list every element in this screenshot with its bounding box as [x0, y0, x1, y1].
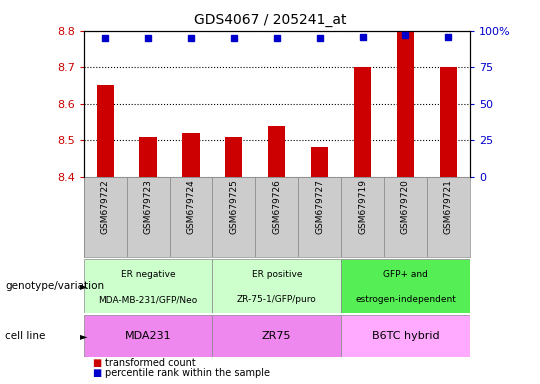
Text: ZR-75-1/GFP/puro: ZR-75-1/GFP/puro — [237, 295, 316, 304]
Bar — [397, 31, 414, 177]
Bar — [225, 137, 242, 177]
Text: GFP+ and: GFP+ and — [383, 270, 428, 279]
Bar — [427, 177, 470, 257]
Text: ZR75: ZR75 — [262, 331, 292, 341]
Text: ■: ■ — [92, 358, 101, 368]
Text: GSM679725: GSM679725 — [230, 179, 238, 234]
Text: GSM679720: GSM679720 — [401, 179, 410, 234]
Bar — [341, 315, 470, 357]
Text: ►: ► — [80, 281, 87, 291]
Text: GSM679721: GSM679721 — [444, 179, 453, 234]
Bar — [268, 126, 285, 177]
Bar — [311, 147, 328, 177]
Bar — [139, 137, 157, 177]
Text: GSM679719: GSM679719 — [358, 179, 367, 234]
Bar — [384, 177, 427, 257]
Text: ER positive: ER positive — [252, 270, 302, 279]
Text: MDA231: MDA231 — [125, 331, 171, 341]
Bar — [298, 177, 341, 257]
Text: genotype/variation: genotype/variation — [5, 281, 105, 291]
Text: GSM679724: GSM679724 — [186, 179, 195, 234]
Text: cell line: cell line — [5, 331, 46, 341]
Bar — [255, 177, 298, 257]
Text: GSM679726: GSM679726 — [272, 179, 281, 234]
Bar — [212, 315, 341, 357]
Bar — [84, 259, 212, 313]
Bar — [212, 177, 255, 257]
Bar — [126, 177, 170, 257]
Bar — [84, 177, 126, 257]
Text: GSM679727: GSM679727 — [315, 179, 324, 234]
Text: transformed count: transformed count — [105, 358, 196, 368]
Bar — [170, 177, 212, 257]
Bar — [341, 259, 470, 313]
Text: estrogen-independent: estrogen-independent — [355, 295, 456, 304]
Text: ■: ■ — [92, 368, 101, 378]
Text: GDS4067 / 205241_at: GDS4067 / 205241_at — [194, 13, 346, 27]
Text: GSM679722: GSM679722 — [100, 179, 110, 234]
Text: MDA-MB-231/GFP/Neo: MDA-MB-231/GFP/Neo — [98, 295, 198, 304]
Bar — [212, 259, 341, 313]
Bar — [440, 67, 457, 177]
Text: ER negative: ER negative — [121, 270, 176, 279]
Bar — [341, 177, 384, 257]
Text: percentile rank within the sample: percentile rank within the sample — [105, 368, 271, 378]
Bar — [84, 315, 212, 357]
Bar — [97, 85, 114, 177]
Bar — [354, 67, 371, 177]
Bar — [183, 133, 200, 177]
Text: ►: ► — [80, 331, 87, 341]
Text: B6TC hybrid: B6TC hybrid — [372, 331, 439, 341]
Text: GSM679723: GSM679723 — [144, 179, 153, 234]
